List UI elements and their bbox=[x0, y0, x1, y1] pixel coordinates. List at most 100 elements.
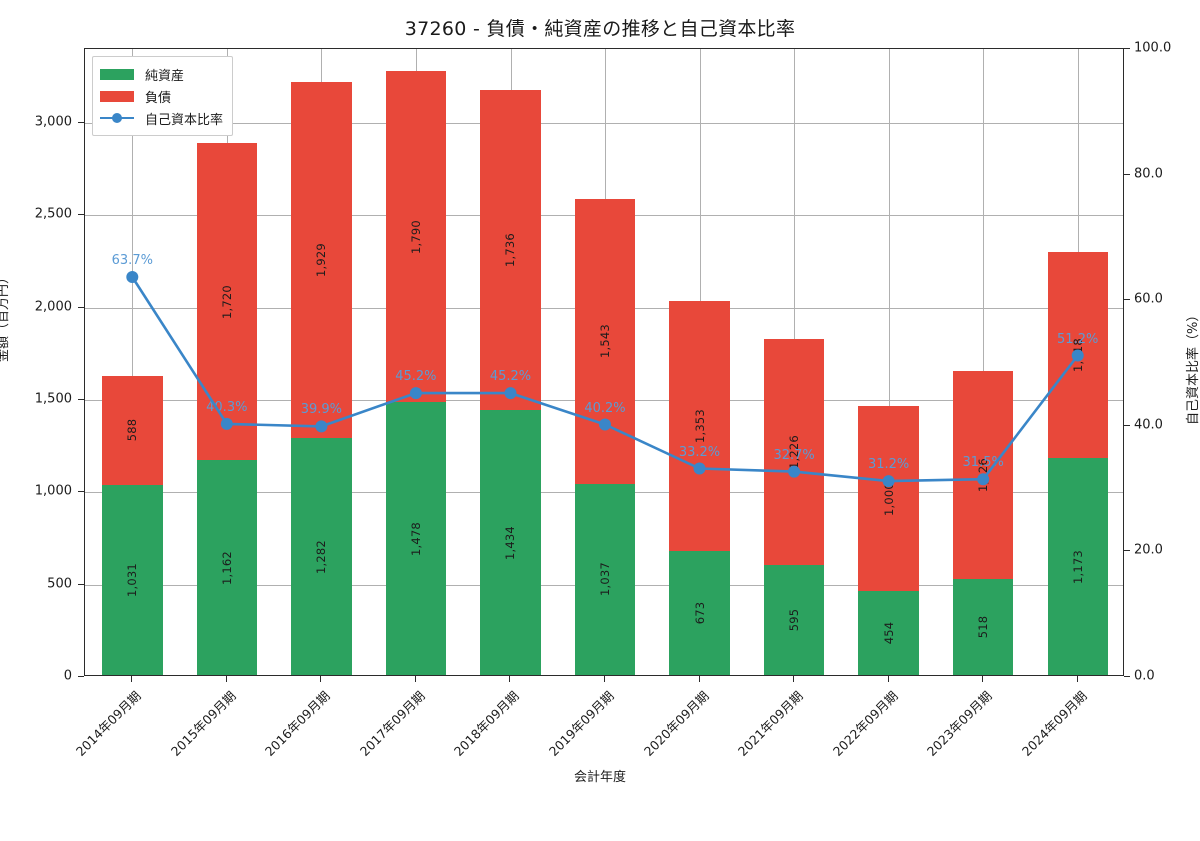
bar-value-label-equity: 673 bbox=[692, 601, 707, 625]
ratio-value-label: 31.2% bbox=[867, 457, 910, 473]
bar-stack[interactable]: 518 1,126 bbox=[952, 371, 1014, 675]
bar-value-label-equity: 595 bbox=[787, 608, 802, 632]
x-axis-tick-mark bbox=[698, 676, 700, 682]
bar-segment-debt[interactable]: 1,118 bbox=[1047, 251, 1108, 459]
y-axis-right-tick-label: 80.0 bbox=[1134, 166, 1163, 182]
bar-value-label-debt: 1,353 bbox=[692, 408, 707, 443]
x-axis-tick-mark bbox=[225, 676, 227, 682]
ratio-value-label: 40.3% bbox=[206, 399, 248, 415]
bar-stack[interactable]: 1,173 1,118 bbox=[1047, 251, 1108, 675]
legend-item-equity[interactable]: 純資産 bbox=[100, 63, 223, 85]
y-axis-left-tick-label: 3,000 bbox=[34, 114, 72, 130]
bar-segment-equity[interactable]: 1,031 bbox=[102, 484, 163, 675]
bar-value-label-debt: 1,790 bbox=[408, 219, 423, 254]
y-axis-right-tick-label: 20.0 bbox=[1134, 542, 1163, 558]
y-axis-right-tick-mark bbox=[1124, 550, 1130, 552]
bar-value-label-equity: 1,162 bbox=[219, 550, 234, 585]
legend-label-ratio: 自己資本比率 bbox=[145, 112, 224, 128]
y-axis-left-tick-mark bbox=[78, 398, 84, 400]
bar-stack[interactable]: 1,031 588 bbox=[102, 376, 163, 675]
bar-segment-equity[interactable]: 1,282 bbox=[291, 438, 352, 675]
legend-line-marker-icon bbox=[100, 111, 134, 125]
ratio-value-label: 31.5% bbox=[962, 455, 1004, 471]
bar-value-label-debt: 1,929 bbox=[314, 243, 329, 278]
bar-segment-debt[interactable]: 588 bbox=[102, 376, 163, 485]
bar-value-label-equity: 1,478 bbox=[408, 521, 423, 556]
bar-segment-equity[interactable]: 595 bbox=[763, 565, 825, 675]
bar-segment-debt[interactable]: 1,929 bbox=[291, 81, 352, 439]
y-axis-right-tick-label: 100.0 bbox=[1134, 40, 1172, 56]
x-axis-label: 会計年度 bbox=[573, 770, 626, 785]
x-axis-tick-mark bbox=[982, 676, 984, 682]
y-axis-left-label: 金額（百万円） bbox=[0, 270, 11, 362]
y-axis-left-tick-mark bbox=[78, 491, 84, 493]
ratio-value-label: 63.7% bbox=[111, 253, 153, 268]
y-axis-left-tick-label: 1,000 bbox=[34, 483, 72, 499]
bar-value-label-equity: 1,282 bbox=[314, 539, 329, 574]
x-axis-tick-mark bbox=[131, 676, 133, 682]
bar-stack[interactable]: 1,282 1,929 bbox=[291, 81, 352, 675]
bar-value-label-equity: 518 bbox=[976, 615, 991, 639]
y-axis-right-tick-mark bbox=[1124, 424, 1130, 426]
y-axis-left-tick-mark bbox=[78, 676, 84, 677]
bar-segment-debt[interactable]: 1,000 bbox=[858, 406, 919, 592]
bar-stack[interactable]: 1,037 1,543 bbox=[574, 198, 636, 675]
bar-value-label-equity: 1,434 bbox=[503, 525, 518, 560]
y-axis-left-tick-mark bbox=[78, 121, 84, 123]
bar-stack[interactable]: 673 1,353 bbox=[669, 300, 730, 675]
y-axis-left-tick-label: 0 bbox=[63, 668, 72, 684]
x-axis-tick-mark bbox=[793, 676, 795, 682]
bar-segment-debt[interactable]: 1,736 bbox=[480, 89, 541, 411]
bar-value-label-debt: 1,720 bbox=[219, 284, 234, 319]
y-axis-left-tick-mark bbox=[78, 583, 84, 585]
y-axis-right-tick-mark bbox=[1124, 173, 1130, 175]
bar-segment-debt[interactable]: 1,353 bbox=[669, 300, 730, 551]
bar-value-label-debt: 1,736 bbox=[503, 232, 518, 267]
y-axis-right-tick-mark bbox=[1124, 676, 1130, 677]
y-axis-right-tick-mark bbox=[1124, 48, 1130, 49]
y-axis-right-tick-label: 60.0 bbox=[1134, 291, 1163, 307]
bar-segment-equity[interactable]: 1,478 bbox=[385, 402, 447, 675]
chart-figure: 37260 - 負債・純資産の推移と自己資本比率 金額（百万円） 自己資本比率（… bbox=[0, 18, 1200, 785]
y-axis-right-tick-label: 40.0 bbox=[1134, 417, 1163, 433]
gridline-horizontal bbox=[85, 122, 1123, 124]
bar-segment-equity[interactable]: 673 bbox=[669, 550, 730, 675]
y-axis-left-tick-mark bbox=[78, 306, 84, 308]
legend-item-debt[interactable]: 負債 bbox=[100, 85, 223, 107]
x-axis-tick-mark bbox=[1076, 676, 1078, 682]
legend-item-ratio[interactable]: 自己資本比率 bbox=[100, 107, 223, 129]
bar-segment-debt[interactable]: 1,543 bbox=[574, 198, 636, 484]
x-axis-tick-label: 2014年09月期 bbox=[73, 688, 145, 759]
ratio-value-label: 40.2% bbox=[584, 400, 626, 416]
bar-segment-equity[interactable]: 518 bbox=[952, 579, 1014, 675]
bar-stack[interactable]: 454 1,000 bbox=[858, 406, 919, 675]
legend-swatch-equity-icon bbox=[100, 68, 134, 80]
ratio-value-label: 45.2% bbox=[395, 369, 437, 385]
bar-segment-equity[interactable]: 1,162 bbox=[196, 460, 258, 675]
y-axis-left-tick-label: 1,500 bbox=[34, 391, 72, 407]
bar-segment-equity[interactable]: 1,037 bbox=[574, 483, 636, 675]
bar-segment-equity[interactable]: 1,434 bbox=[480, 410, 541, 675]
bar-segment-equity[interactable]: 454 bbox=[858, 591, 919, 675]
chart-legend: 純資産 負債 自己資本比率 bbox=[92, 56, 234, 136]
y-axis-left-tick-label: 500 bbox=[47, 576, 72, 592]
bar-value-label-debt: 1,543 bbox=[597, 324, 612, 358]
x-axis-tick-mark bbox=[414, 676, 416, 682]
legend-label-debt: 負債 bbox=[145, 90, 172, 106]
bar-value-label-equity: 454 bbox=[881, 621, 896, 645]
bar-segment-equity[interactable]: 1,173 bbox=[1047, 458, 1108, 675]
y-axis-right-label: 自己資本比率（%） bbox=[1186, 308, 1200, 425]
bar-stack[interactable]: 595 1,226 bbox=[763, 338, 825, 675]
bar-value-label-equity: 1,037 bbox=[597, 562, 612, 597]
x-axis-tick-mark bbox=[604, 676, 605, 682]
ratio-value-label: 45.2% bbox=[489, 369, 532, 385]
bar-value-label-equity: 1,031 bbox=[125, 562, 140, 597]
x-axis-tick-mark bbox=[320, 676, 322, 682]
bar-value-label-debt: 588 bbox=[125, 419, 140, 442]
y-axis-right-tick-mark bbox=[1124, 299, 1130, 301]
bar-segment-debt[interactable]: 1,790 bbox=[385, 71, 447, 402]
bar-segment-debt[interactable]: 1,126 bbox=[952, 371, 1014, 580]
x-axis-tick-mark bbox=[509, 676, 511, 682]
bar-value-label-equity: 1,173 bbox=[1070, 549, 1085, 584]
plot-inner: 1,031 588 1,162 1,720 1,282 1,929 1,478 1,790 1,… bbox=[85, 49, 1123, 675]
